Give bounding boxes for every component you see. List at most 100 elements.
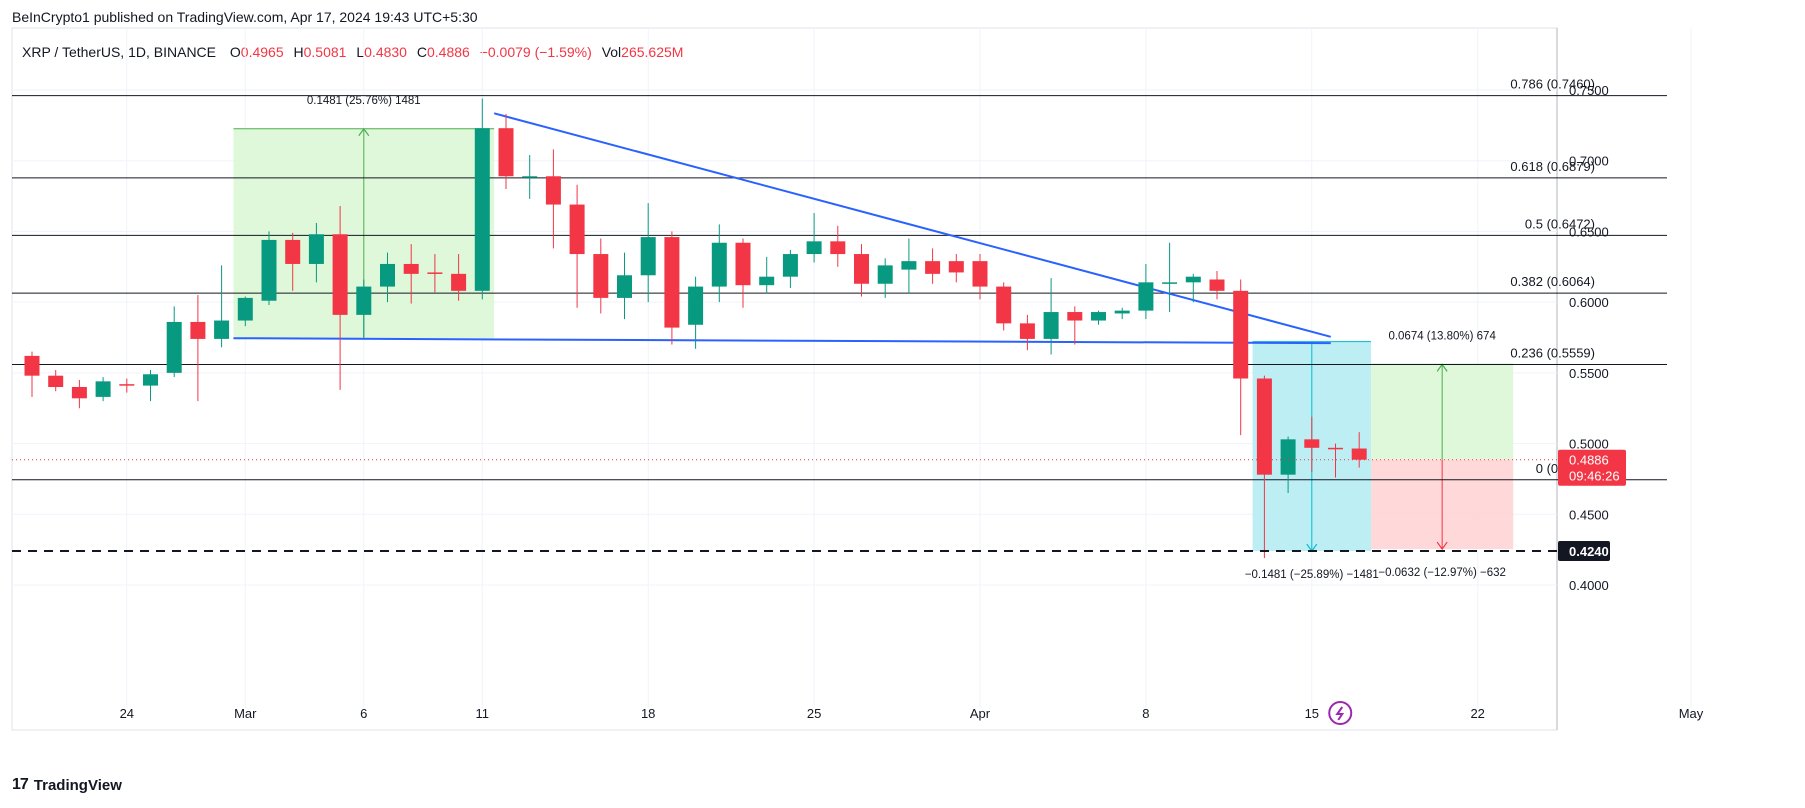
candle-body (806, 241, 822, 255)
high-label: H (293, 44, 304, 60)
tradingview-logo[interactable]: 17 TradingView (12, 776, 122, 794)
y-tick-label: 0.7000 (1569, 154, 1609, 169)
candle-body (380, 263, 395, 287)
candle-body (925, 261, 941, 274)
fib-level-label: 0.5 (0.6472) (1525, 216, 1595, 231)
candle-body (1185, 276, 1201, 283)
change-value: −0.0079 (−1.59%) (479, 44, 592, 60)
candle-body (1233, 290, 1249, 379)
candle-body (948, 261, 964, 273)
candle-body (498, 128, 514, 177)
candle-body (95, 381, 111, 397)
candle-body (1019, 323, 1035, 339)
x-tick-label: 8 (1142, 706, 1149, 721)
candle-body (166, 321, 182, 373)
candle-body (427, 272, 443, 274)
candle-body (190, 321, 206, 339)
x-tick-label: 22 (1470, 706, 1484, 721)
candle-body (119, 384, 135, 386)
close-value: 0.4886 (426, 44, 470, 60)
candle-body (640, 237, 656, 276)
symbol-label[interactable]: XRP / TetherUS, 1D, BINANCE (22, 44, 216, 60)
candle-body (759, 276, 775, 286)
candle-body (901, 261, 917, 270)
candle-body (1114, 310, 1130, 314)
target-loss-arrowhead (1436, 541, 1448, 551)
y-tick-label: 0.5000 (1569, 437, 1609, 452)
pump-range-arrowhead (358, 127, 370, 137)
candle-body (71, 387, 87, 399)
candle-body (1280, 439, 1296, 475)
fib-level-label: 0.236 (0.5559) (1510, 346, 1595, 361)
candle-body (1138, 282, 1154, 311)
low-value: 0.4830 (364, 44, 407, 60)
candle-body (1067, 312, 1083, 321)
fib-level-label: 0.382 (0.6064) (1510, 274, 1595, 289)
candle-body (972, 261, 988, 287)
candle-body (735, 242, 751, 286)
candle-body (1304, 439, 1320, 448)
x-tick-label: Mar (234, 706, 257, 721)
candle-body (664, 237, 680, 328)
candle-body (877, 265, 893, 284)
volume-value: 265.625M (621, 44, 684, 60)
y-tick-label: 0.5500 (1569, 366, 1609, 381)
y-tick-label: 0.6000 (1569, 295, 1609, 310)
candle-body (593, 254, 609, 298)
candle-body (545, 176, 561, 205)
lightning-icon (1328, 701, 1353, 725)
candle-body (356, 286, 372, 315)
candle-body (1162, 282, 1178, 284)
fib-level-label: 0.618 (0.6879) (1510, 159, 1595, 174)
candle-body (711, 242, 727, 287)
candle-body (332, 234, 348, 315)
ohlc-legend: XRP / TetherUS, 1D, BINANCE O0.4965 H0.5… (22, 44, 689, 60)
volume-label: Vol (601, 44, 622, 60)
y-tick-label: 0.4500 (1569, 507, 1609, 522)
candle-body (996, 286, 1012, 324)
countdown-label: 09:46:26 (1569, 469, 1620, 484)
candle-body (854, 254, 869, 284)
publish-line: BeInCrypto1 published on TradingView.com… (12, 9, 478, 25)
candle-body (24, 355, 40, 376)
x-tick-label: 24 (120, 706, 134, 721)
high-value: 0.5081 (303, 44, 347, 60)
support-price-label: 0.4240 (1569, 544, 1609, 559)
horizontal-support-line (233, 337, 1331, 345)
fib-level-label: 0.786 (0.7460) (1510, 77, 1595, 92)
current-price-label: 0.4886 (1569, 453, 1609, 468)
candle-body (1209, 279, 1225, 291)
candle-body (1328, 447, 1343, 450)
tradingview-brand: TradingView (33, 776, 122, 794)
candle-body (474, 128, 490, 291)
x-tick-label: 6 (360, 706, 367, 721)
candle-body (214, 320, 230, 339)
current-price-badge (1558, 449, 1626, 486)
close-label: C (416, 44, 427, 60)
candle-body (261, 239, 277, 301)
open-label: O (229, 44, 241, 60)
support-price-badge (1558, 541, 1610, 562)
x-tick-label: Apr (970, 706, 991, 721)
candle-body (569, 204, 585, 255)
candle-body (830, 241, 846, 255)
candle-body (522, 176, 538, 178)
y-tick-label: 0.7500 (1569, 83, 1609, 98)
x-tick-label: 15 (1305, 706, 1319, 721)
candle-body (1091, 312, 1106, 321)
pump-range-label: 0.1481 (25.76%) 1481 (307, 95, 421, 107)
tradingview-logo-icon: 17 (12, 776, 29, 793)
candle-body (403, 263, 419, 274)
candle-body (285, 239, 301, 264)
descending-trendline (493, 112, 1332, 338)
low-label: L (356, 44, 365, 60)
candle-body (1043, 312, 1059, 339)
target-loss-label: −0.0632 (−12.97%) −632 (1378, 567, 1506, 579)
candle-body (237, 297, 253, 321)
x-tick-label: 18 (641, 706, 655, 721)
y-tick-label: 0.4000 (1569, 578, 1609, 593)
candle-body (451, 273, 467, 291)
x-tick-label: May (1679, 706, 1704, 721)
candle-body (617, 275, 632, 298)
